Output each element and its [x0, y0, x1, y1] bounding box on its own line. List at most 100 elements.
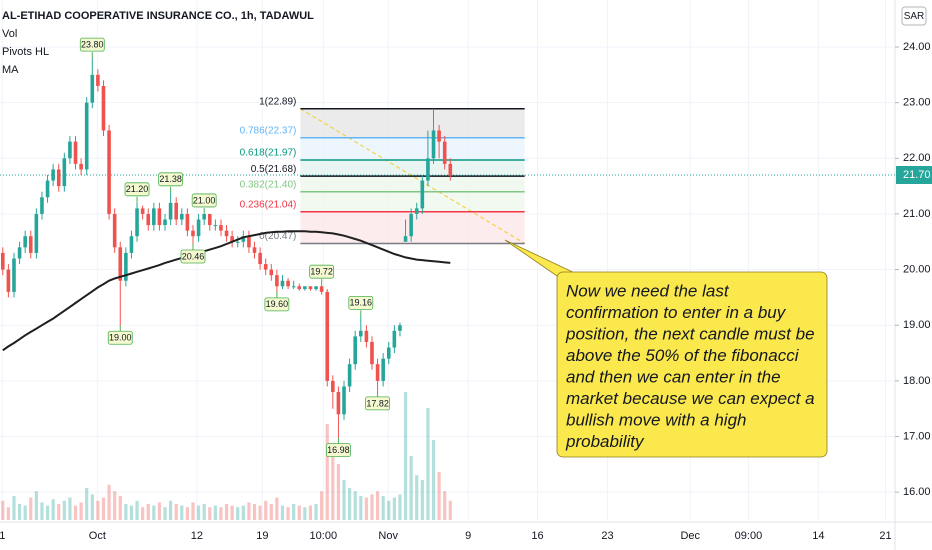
volume-bar — [180, 505, 184, 520]
candle-body — [230, 236, 234, 242]
fib-trend-line — [300, 108, 526, 244]
candle-body — [252, 247, 257, 253]
candle-body — [353, 336, 358, 365]
candle-body — [23, 236, 27, 248]
volume-bar — [420, 480, 424, 520]
y-tick-label: 19.00 — [903, 319, 931, 331]
x-tick-label: 10:00 — [310, 530, 338, 542]
candle-body — [224, 230, 229, 237]
volume-bar — [45, 505, 50, 520]
fib-label: 0.5(21.68) — [251, 164, 297, 175]
candle-body — [179, 213, 184, 220]
candle-body — [381, 358, 385, 381]
candle-body — [420, 180, 425, 209]
x-tick-label: Oct — [89, 530, 106, 542]
candle-body — [241, 236, 246, 242]
candle-body — [68, 141, 72, 159]
pivot-box — [79, 37, 105, 52]
fib-band — [300, 108, 525, 138]
volume-bar — [303, 507, 307, 520]
volume-bar — [258, 505, 262, 520]
volume-bar — [264, 500, 268, 520]
candle-body — [185, 213, 190, 231]
volume-bar — [375, 491, 380, 520]
candle-body — [0, 252, 5, 270]
indicator-label: MA — [2, 64, 19, 76]
candle-body — [6, 269, 11, 292]
candle-body — [163, 219, 167, 226]
volume-bar — [68, 497, 72, 520]
candle-body — [28, 236, 33, 253]
volume-bar — [292, 504, 296, 520]
volume-bar — [359, 496, 363, 520]
volume-bar — [437, 472, 441, 520]
y-tick-label: 20.00 — [903, 264, 931, 276]
volume-bar — [73, 505, 78, 520]
volume-bar — [101, 497, 106, 520]
volume-bar — [403, 392, 408, 520]
pivot-label: 23.80 — [81, 40, 104, 50]
fib-label: 0.236(21.04) — [240, 199, 297, 210]
candle-body — [79, 163, 83, 170]
pivot-label: 19.16 — [350, 298, 373, 308]
currency-box[interactable] — [901, 6, 927, 26]
volume-bar — [202, 504, 206, 520]
pivot-box — [365, 396, 390, 411]
volume-bar — [297, 505, 301, 520]
volume-bar — [224, 504, 229, 520]
candle-body — [448, 163, 453, 176]
candle-body — [347, 364, 352, 387]
callout-text: market because we can expect a — [566, 389, 815, 408]
volume-bar — [286, 507, 290, 520]
volume-bar — [51, 499, 55, 520]
candle-body — [392, 330, 397, 348]
candle-body — [17, 247, 22, 259]
candle-body — [247, 236, 251, 248]
volume-bar — [157, 502, 162, 520]
volume-bar — [325, 424, 329, 520]
volume-bar — [141, 507, 145, 520]
pivot-box — [191, 193, 217, 208]
x-tick-label: 09:00 — [735, 530, 763, 542]
volume-bar — [96, 500, 100, 520]
volume-bar — [320, 491, 324, 520]
candle-body — [118, 247, 123, 281]
fib-band — [300, 176, 525, 192]
candle-body — [129, 236, 134, 253]
pivot-label: 19.00 — [109, 333, 132, 343]
y-tick-label: 17.00 — [903, 430, 931, 442]
pivot-box — [309, 264, 335, 279]
y-tick-label: 18.00 — [903, 375, 931, 387]
volume-bar — [426, 408, 430, 520]
volume-bar — [40, 502, 44, 520]
candle-body — [303, 286, 307, 290]
candle-body — [409, 213, 413, 237]
volume-bar — [129, 505, 134, 520]
candle-body — [84, 102, 89, 170]
callout-text: and then we can enter in the — [566, 367, 781, 386]
candle-body — [73, 141, 78, 164]
pivot-label: 21.38 — [159, 174, 182, 184]
candle-body — [45, 180, 50, 198]
volume-bar — [443, 491, 447, 520]
candle-body — [414, 208, 419, 214]
volume-bar — [29, 497, 33, 520]
candle-body — [90, 74, 95, 103]
candle-body — [269, 269, 274, 276]
candle-body — [107, 130, 111, 214]
x-tick-label: 9 — [465, 530, 471, 542]
candle-body — [135, 208, 139, 237]
candle-body — [426, 158, 430, 181]
currency-label[interactable]: SAR — [904, 11, 925, 22]
pivot-box — [107, 330, 133, 345]
x-tick-label: 21 — [879, 530, 891, 542]
candle-body — [62, 158, 67, 187]
pivot-box — [348, 295, 374, 310]
fib-label: 1(22.89) — [259, 96, 296, 107]
candle-body — [336, 392, 341, 415]
candle-body — [286, 280, 290, 287]
pivot-label: 21.20 — [126, 184, 149, 194]
volume-bar — [280, 505, 285, 520]
volume-bar — [135, 500, 139, 520]
